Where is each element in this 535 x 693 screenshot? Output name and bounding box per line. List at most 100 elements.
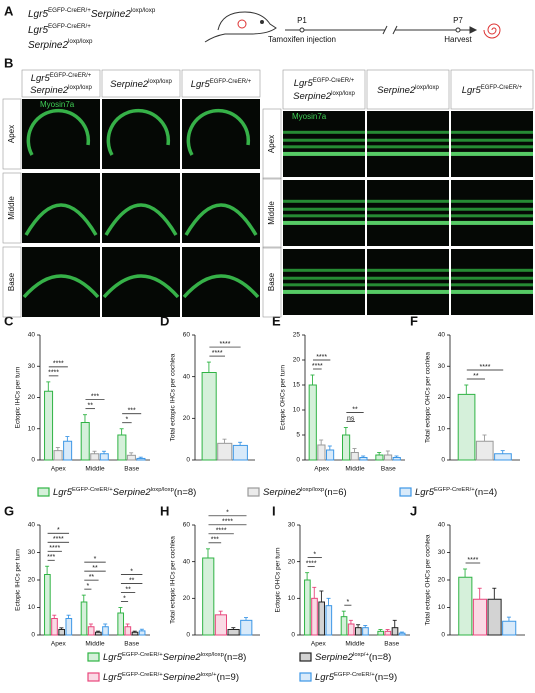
error-bar	[103, 623, 108, 627]
error-bar	[500, 450, 505, 454]
text-part: Serpine2	[163, 652, 202, 663]
bar	[136, 457, 146, 461]
significance-label: ***	[47, 554, 55, 561]
error-bar	[88, 623, 93, 627]
y-tick-label: 30	[28, 363, 36, 370]
significance-label: ns	[347, 415, 355, 422]
hair-cell-row	[367, 199, 449, 203]
text-part: loxp/loxp	[201, 652, 225, 658]
bar	[138, 630, 146, 636]
hair-cell-row	[283, 276, 365, 280]
hair-cell-row	[451, 283, 533, 287]
hair-cell-row	[283, 138, 365, 142]
cochlea-turn	[184, 203, 258, 236]
hair-cell-row	[451, 151, 533, 156]
column-header-box	[282, 69, 366, 110]
significance-label: ****	[312, 363, 323, 370]
error-bar	[482, 434, 487, 442]
text-part: EGFP-CreER/+	[334, 672, 375, 678]
text-part: Lgr5	[315, 672, 335, 683]
error-bar	[139, 628, 144, 631]
micrograph	[367, 111, 449, 177]
column-header: Lgr5EGFP-CreER/+	[294, 78, 355, 89]
y-tick-label: 40	[28, 522, 36, 529]
bar	[63, 440, 73, 461]
y-tick-label: 10	[288, 595, 296, 602]
legend-label: Serpine2loxp/loxp(n=6)	[263, 487, 347, 498]
genotype: Lgr5EGFP-CreER/+Serpine2loxp/loxp	[28, 7, 156, 20]
bar	[44, 390, 54, 461]
error-bar	[464, 384, 469, 395]
text-part: loxp/+	[201, 672, 217, 678]
column-header-box	[366, 69, 450, 110]
significance-label: ****	[316, 354, 327, 361]
y-tick-label: 20	[183, 415, 191, 422]
hair-cell-row	[367, 130, 449, 134]
stain-label: Myosin7a	[292, 112, 327, 121]
text-part: loxp/loxp	[151, 487, 175, 493]
text-part: Serpine2	[377, 85, 416, 96]
significance-label: ***	[91, 394, 99, 401]
text-part: loxp/loxp	[148, 79, 172, 85]
hair-cell-row	[283, 214, 365, 218]
text-part: (n=9)	[217, 672, 239, 683]
cochlea-turn	[106, 108, 171, 156]
bar	[58, 629, 65, 636]
hair-cell-row	[283, 145, 365, 149]
significance-label: *	[346, 599, 349, 606]
bar	[87, 626, 95, 636]
error-bar	[348, 619, 353, 624]
micrograph	[451, 111, 533, 177]
micrograph	[283, 180, 365, 246]
column-header: Lgr5EGFP-CreER/+	[191, 79, 252, 90]
error-bar	[361, 455, 366, 458]
legend-swatch	[247, 487, 260, 497]
y-axis-label: Ectopic IHCs per turn	[15, 549, 22, 611]
cochlea-turn	[22, 274, 100, 299]
significance-label: **	[89, 574, 95, 581]
hair-cell-row	[451, 214, 533, 218]
significance-label: *	[313, 552, 316, 559]
bar	[475, 440, 494, 461]
bar	[350, 452, 359, 461]
text-part: EGFP-CreER/+	[48, 23, 91, 30]
y-tick-label: 0	[441, 632, 445, 639]
legend-label: Lgr5EGFP-CreER/+(n=4)	[415, 487, 497, 498]
x-tick-label: Apex	[311, 641, 327, 648]
y-tick-label: 60	[183, 332, 191, 339]
row-label: Middle	[267, 201, 276, 225]
significance-label: ****	[216, 528, 227, 535]
error-bar	[492, 587, 497, 600]
significance-label: **	[352, 406, 358, 413]
bar	[202, 557, 215, 636]
error-bar	[82, 414, 87, 423]
row-header-box	[262, 177, 282, 249]
column-header-box	[450, 69, 534, 110]
error-bar	[119, 428, 124, 435]
legend-swatch	[299, 672, 312, 682]
x-tick-label: Base	[381, 466, 396, 473]
row-header-box	[2, 98, 22, 170]
y-tick-label: 20	[28, 577, 36, 584]
row-label: Apex	[267, 135, 276, 153]
error-bar	[319, 439, 324, 445]
error-bar	[385, 629, 390, 632]
text-part: EGFP-CreER/+	[434, 487, 475, 493]
text-part: EGFP-CreER/+	[122, 652, 163, 658]
row-label: Base	[267, 272, 276, 291]
hair-cell-row	[451, 199, 533, 203]
text-part: EGFP-CreER/+	[72, 487, 113, 493]
legend-swatch	[299, 652, 312, 662]
bar	[472, 598, 487, 636]
x-tick-label: Base	[124, 641, 139, 648]
significance-label: *	[123, 595, 126, 602]
error-bar	[506, 616, 511, 622]
text-part: (n=9)	[375, 672, 397, 683]
micrograph	[102, 173, 180, 243]
column-header-box	[21, 69, 101, 98]
text-part: (n=6)	[324, 487, 346, 498]
bar	[391, 627, 399, 636]
y-tick-label: 20	[28, 394, 36, 401]
error-bar	[310, 374, 315, 385]
